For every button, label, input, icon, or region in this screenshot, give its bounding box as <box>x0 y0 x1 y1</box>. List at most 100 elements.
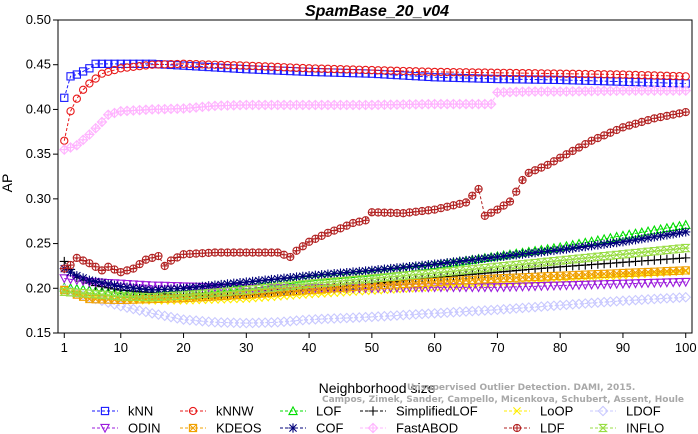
data-point <box>405 71 414 80</box>
data-point <box>624 249 635 258</box>
data-point <box>567 281 578 291</box>
data-point <box>575 143 583 152</box>
data-point <box>392 70 402 80</box>
data-point <box>210 60 220 69</box>
data-point <box>272 282 283 292</box>
x-tick-label: 10 <box>114 340 128 355</box>
data-point <box>72 94 81 103</box>
data-point <box>505 261 515 270</box>
data-point <box>285 281 296 290</box>
data-point <box>580 242 590 252</box>
data-point <box>636 248 647 257</box>
data-point <box>165 311 177 323</box>
data-point <box>606 129 614 137</box>
data-point <box>630 235 641 245</box>
data-point <box>322 278 333 287</box>
data-point <box>85 259 93 267</box>
data-point <box>417 270 428 279</box>
data-point <box>417 283 428 293</box>
data-point <box>542 281 553 292</box>
data-point <box>98 266 106 274</box>
data-point <box>480 68 490 77</box>
data-point <box>543 246 553 256</box>
data-point <box>562 75 571 85</box>
data-point <box>455 68 464 77</box>
data-point <box>260 65 270 75</box>
data-point <box>555 281 566 291</box>
data-point <box>574 69 584 79</box>
data-point <box>637 234 647 244</box>
legend-label: LOF <box>316 404 341 419</box>
data-point <box>480 74 490 83</box>
data-point <box>442 258 452 268</box>
data-point <box>286 63 295 72</box>
data-point <box>286 253 294 261</box>
data-point <box>630 248 641 258</box>
data-point <box>247 285 258 294</box>
data-point <box>178 283 189 293</box>
data-point <box>292 247 301 255</box>
data-point <box>298 63 307 73</box>
data-point <box>235 286 245 295</box>
data-point <box>386 263 396 274</box>
data-point <box>191 60 201 69</box>
data-point <box>154 252 163 260</box>
data-point <box>548 281 559 292</box>
data-point <box>380 70 389 79</box>
data-point <box>210 280 220 290</box>
data-point <box>317 270 327 280</box>
data-point <box>429 268 440 278</box>
axes: 1 10 20 30 40 50 60 70 80 90 100 0.15 0.20 0.25 0.30 0.… <box>26 12 697 355</box>
data-point <box>291 280 302 290</box>
data-point <box>643 278 654 289</box>
data-point <box>599 252 610 261</box>
data-point <box>474 68 483 77</box>
data-point <box>523 259 534 268</box>
data-point <box>605 280 616 290</box>
data-point <box>587 69 596 79</box>
data-point <box>72 271 82 281</box>
data-point <box>669 71 678 81</box>
data-point <box>455 256 465 266</box>
data-point <box>335 276 346 286</box>
data-point <box>116 64 125 73</box>
data-point <box>266 283 277 292</box>
data-point <box>97 278 107 288</box>
data-point <box>160 60 169 69</box>
data-point <box>304 279 315 288</box>
data-point <box>148 60 157 69</box>
data-point <box>115 292 126 301</box>
data-point <box>247 276 258 286</box>
data-point <box>78 85 88 94</box>
data-point <box>366 284 377 294</box>
series-LDF <box>60 107 690 277</box>
data-point <box>311 64 320 73</box>
data-point <box>486 74 496 83</box>
data-point <box>77 134 89 146</box>
legend-item-INFLO: INFLO <box>590 421 664 434</box>
data-point <box>468 192 476 200</box>
data-point <box>548 257 559 266</box>
data-point <box>680 219 691 229</box>
data-point <box>512 75 521 84</box>
data-point <box>348 65 358 74</box>
legend-label: SimplifiedLOF <box>396 404 478 419</box>
plot-area <box>58 59 692 329</box>
data-point <box>467 265 478 274</box>
data-point <box>518 68 527 78</box>
data-point <box>461 73 471 83</box>
data-point <box>680 277 691 288</box>
data-point <box>267 62 276 71</box>
data-point <box>536 281 547 292</box>
data-point <box>241 277 251 287</box>
data-point <box>473 264 484 273</box>
data-point <box>649 247 660 256</box>
data-point <box>60 265 68 273</box>
data-point <box>84 275 94 285</box>
data-point <box>254 61 264 71</box>
data-point <box>524 69 533 78</box>
data-point <box>160 284 170 294</box>
data-point <box>203 289 214 298</box>
data-point <box>517 249 528 259</box>
data-point <box>430 259 440 269</box>
